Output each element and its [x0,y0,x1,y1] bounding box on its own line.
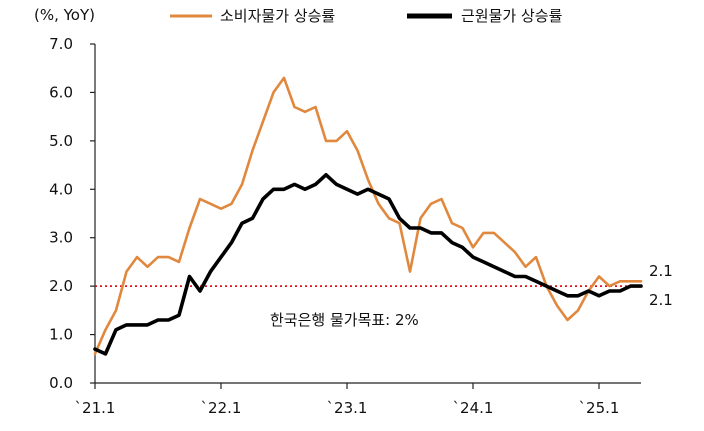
x-tick-label: `24.1 [453,399,494,417]
y-tick-label: 1.0 [49,326,73,344]
x-tick-label: `22.1 [201,399,242,417]
cpi-series-line [93,76,643,356]
y-tick-label: 4.0 [49,180,73,198]
y-tick-label: 6.0 [49,83,73,101]
x-tick-label: `21.1 [75,399,116,417]
y-axis-ticks: 0.0 1.0 2.0 3.0 4.0 5.0 6.0 7.0 [49,35,95,392]
cpi-end-label: 2.1 [649,262,673,280]
core-series-line [93,173,643,356]
core-end-label: 2.1 [649,291,673,309]
x-axis-ticks: `21.1 `22.1 `23.1 `24.1 `25.1 [75,383,620,417]
x-tick-label: `23.1 [327,399,368,417]
target-label: 한국은행 물가목표: 2% [270,311,419,329]
y-unit-label: (%, YoY) [34,6,95,24]
y-tick-label: 5.0 [49,132,73,150]
legend-label-cpi: 소비자물가 상승률 [220,7,335,25]
y-tick-label: 0.0 [49,374,73,392]
legend-label-core: 근원물가 상승률 [461,7,563,25]
y-tick-label: 3.0 [49,229,73,247]
legend: 소비자물가 상승률 근원물가 상승률 [170,7,563,25]
x-tick-label: `25.1 [579,399,620,417]
y-tick-label: 7.0 [49,35,73,53]
y-tick-label: 2.0 [49,277,73,295]
